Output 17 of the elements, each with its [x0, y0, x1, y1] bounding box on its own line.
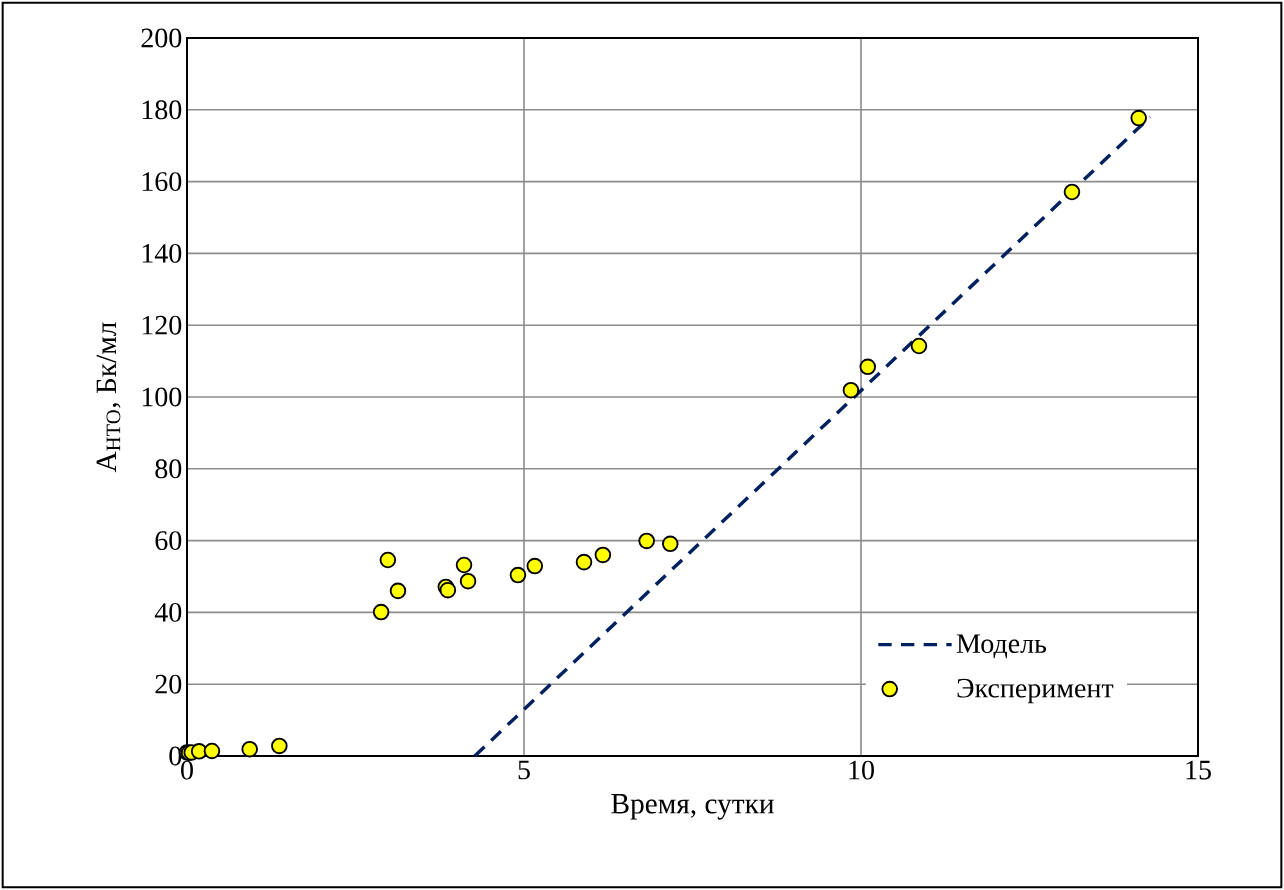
legend-label: Модель: [956, 634, 1047, 659]
x-tick-label: 10: [849, 760, 874, 780]
y-tick-label: 60: [155, 531, 182, 551]
y-axis-title: A$_{НТО}$, Бк/мл: [96, 322, 121, 473]
x-tick-label: 15: [1186, 760, 1211, 780]
y-tick-label: 40: [154, 602, 182, 622]
legend-label: Эксперимент: [957, 678, 1114, 704]
y-tick-label: 180: [142, 100, 182, 120]
y-tick-label: 80: [155, 459, 182, 479]
y-tick-label: 120: [142, 315, 182, 335]
y-tick-label: 160: [142, 172, 182, 192]
x-tick-label: 5: [518, 760, 530, 780]
y-tick-label: 200: [141, 28, 182, 48]
y-tick-label: 140: [142, 243, 182, 263]
y-tick-label: 20: [155, 674, 182, 694]
y-tick-label: 100: [142, 387, 182, 407]
x-axis-title: Время, сутки: [611, 794, 774, 820]
